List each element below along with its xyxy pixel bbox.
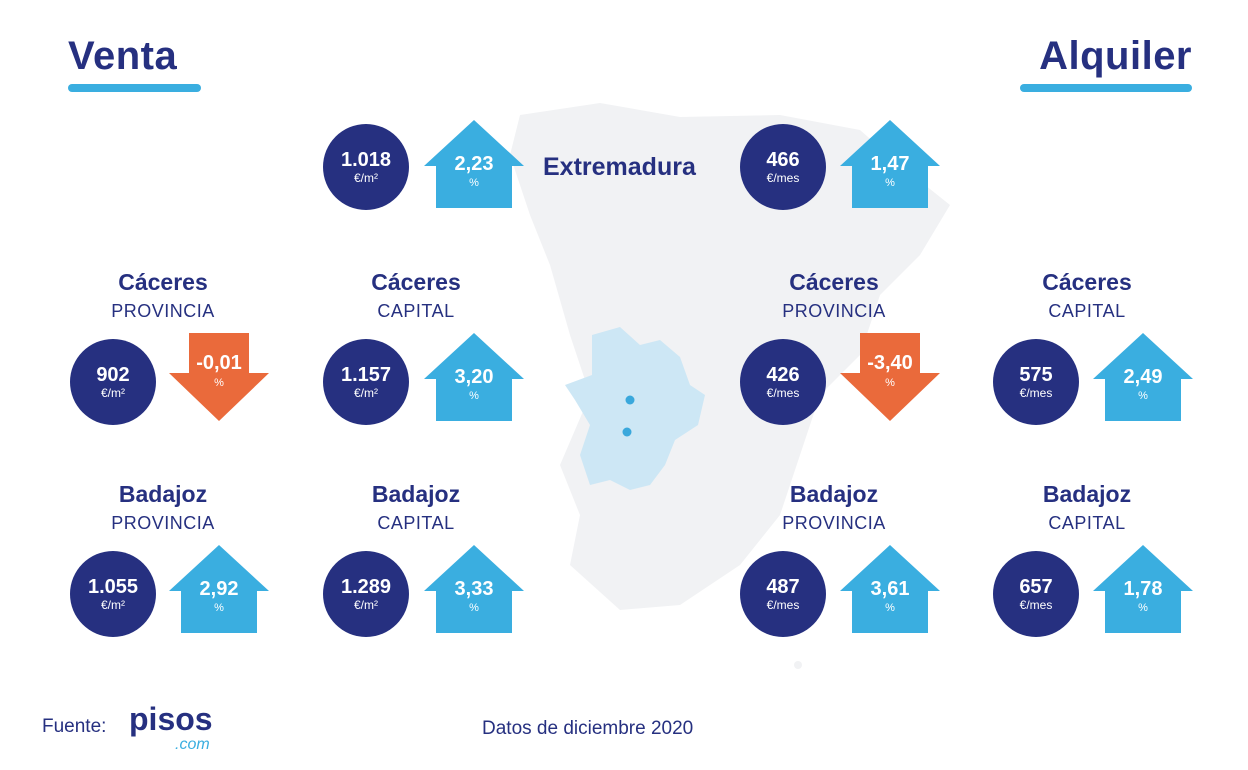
change-value: 1,78 [1123,578,1163,600]
change-value: 2,23 [454,153,494,175]
percent-sign: % [885,177,895,189]
price-value: 1.018 [340,149,392,171]
price-value: 426 [766,364,800,386]
location-subtitle: PROVINCIA [111,301,215,321]
percent-sign: % [214,377,224,389]
change-value: 3,33 [454,578,494,600]
arrow-up-house-icon: 1,47 % [840,120,940,210]
location-title: Cáceres [1042,269,1132,295]
location-subtitle: CAPITAL [1048,513,1126,533]
arrow-up-house-icon: 2,49 % [1093,333,1193,423]
price-unit: €/m² [354,598,378,612]
price-value: 1.055 [87,576,139,598]
arrow-down-icon: -3,40 % [840,333,940,423]
price-unit: €/m² [354,386,378,400]
price-circle: 487 €/mes [740,551,826,637]
arrow-down-icon: -0,01 % [169,333,269,423]
price-unit: €/mes [766,386,800,400]
location-title: Badajoz [789,481,879,507]
price-value: 575 [1019,364,1053,386]
arrow-up-house-icon: 1,78 % [1093,545,1193,635]
percent-sign: % [1138,390,1148,402]
venta-heading: Venta [68,34,178,78]
price-circle: 902 €/m² [70,339,156,425]
price-value: 466 [766,149,800,171]
caceres-dot [625,395,635,405]
location-subtitle: CAPITAL [1048,301,1126,321]
price-circle: 575 €/mes [993,339,1079,425]
percent-sign: % [885,377,895,389]
price-circle: 1.018 €/m² [323,124,409,210]
change-value: 3,61 [870,578,910,600]
change-value: 1,47 [870,153,910,175]
price-circle: 1.055 €/m² [70,551,156,637]
location-title: Cáceres [371,269,461,295]
price-circle: 466 €/mes [740,124,826,210]
location-subtitle: CAPITAL [377,301,455,321]
region-title: Extremadura [543,153,696,181]
source-label: Fuente: [42,716,107,737]
extremadura-region [565,327,705,490]
change-value: -0,01 [196,352,242,374]
logo-main: pisos [129,701,213,737]
price-unit: €/mes [766,598,800,612]
percent-sign: % [469,602,479,614]
alquiler-underline [1020,84,1192,92]
location-title: Badajoz [371,481,461,507]
alquiler-heading: Alquiler [1039,34,1192,78]
badajoz-dot [622,427,632,437]
price-circle: 426 €/mes [740,339,826,425]
logo-sub: .com [175,736,210,753]
price-value: 902 [96,364,130,386]
location-subtitle: PROVINCIA [782,513,886,533]
arrow-up-house-icon: 3,61 % [840,545,940,635]
price-circle: 1.157 €/m² [323,339,409,425]
price-unit: €/mes [1019,386,1053,400]
price-unit: €/mes [766,171,800,185]
change-value: 2,92 [199,578,239,600]
pisos-logo: pisos .com [129,701,213,753]
location-title: Cáceres [118,269,208,295]
percent-sign: % [1138,602,1148,614]
arrow-up-house-icon: 3,20 % [424,333,524,423]
change-value: 2,49 [1123,366,1163,388]
price-value: 1.289 [340,576,392,598]
location-title: Cáceres [789,269,879,295]
price-value: 657 [1019,576,1053,598]
spain-map [510,103,950,669]
price-value: 487 [766,576,800,598]
price-unit: €/m² [101,386,125,400]
arrow-up-house-icon: 3,33 % [424,545,524,635]
location-title: Badajoz [118,481,208,507]
arrow-up-house-icon: 2,92 % [169,545,269,635]
percent-sign: % [469,177,479,189]
price-circle: 657 €/mes [993,551,1079,637]
price-circle: 1.289 €/m² [323,551,409,637]
percent-sign: % [885,602,895,614]
location-subtitle: CAPITAL [377,513,455,533]
percent-sign: % [469,390,479,402]
venta-underline [68,84,201,92]
percent-sign: % [214,602,224,614]
location-title: Badajoz [1042,481,1132,507]
arrow-up-house-icon: 2,23 % [424,120,524,210]
location-subtitle: PROVINCIA [782,301,886,321]
price-unit: €/mes [1019,598,1053,612]
date-note: Datos de diciembre 2020 [482,718,694,739]
price-unit: €/m² [101,598,125,612]
price-unit: €/m² [354,171,378,185]
location-subtitle: PROVINCIA [111,513,215,533]
change-value: -3,40 [867,352,913,374]
change-value: 3,20 [454,366,494,388]
price-value: 1.157 [340,364,392,386]
